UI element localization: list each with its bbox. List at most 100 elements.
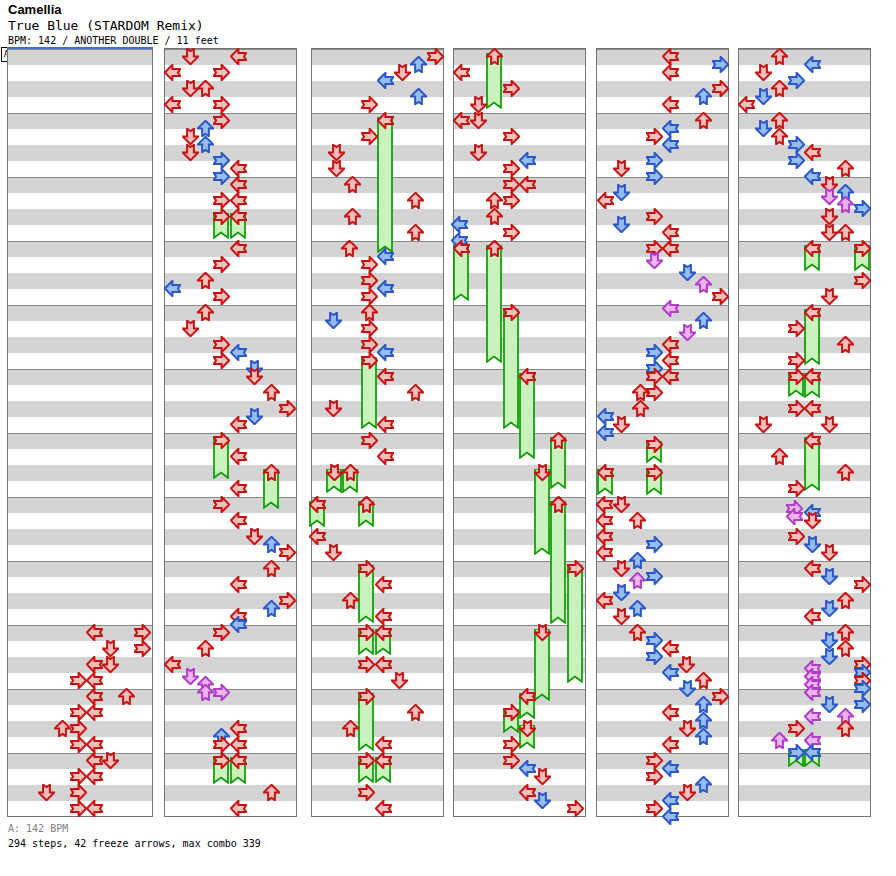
note-arrow-r: [854, 200, 871, 217]
note-arrow-u: [341, 240, 358, 257]
note-arrow-l: [804, 608, 821, 625]
note-arrow-u: [54, 720, 71, 737]
note-arrow-u: [197, 80, 214, 97]
freeze-body: [503, 309, 519, 429]
note-arrow-u: [486, 48, 503, 65]
note-arrow-d: [755, 416, 772, 433]
note-arrow-r: [213, 624, 230, 641]
note-arrow-l: [375, 608, 392, 625]
note-arrow-u: [629, 572, 646, 589]
note-arrow-l: [519, 176, 536, 193]
note-arrow-r: [646, 384, 663, 401]
note-arrow-l: [230, 416, 247, 433]
note-arrow-r: [361, 320, 378, 337]
note-arrow-l: [738, 96, 755, 113]
note-arrow-l: [375, 736, 392, 753]
note-arrow-l: [662, 64, 679, 81]
note-arrow-d: [821, 416, 838, 433]
note-arrow-u: [550, 496, 567, 513]
note-arrow-r: [503, 192, 520, 209]
note-arrow-u: [771, 112, 788, 129]
note-arrow-d: [102, 752, 119, 769]
note-arrow-r: [854, 576, 871, 593]
note-arrow-r: [854, 680, 871, 697]
note-arrow-r: [503, 736, 520, 753]
note-arrow-d: [804, 536, 821, 553]
note-arrow-l: [86, 656, 103, 673]
note-arrow-r: [213, 752, 230, 769]
note-arrow-r: [646, 168, 663, 185]
note-arrow-u: [695, 776, 712, 793]
note-arrow-l: [662, 240, 679, 257]
note-arrow-d: [102, 656, 119, 673]
note-arrow-u: [263, 560, 280, 577]
note-arrow-l: [662, 300, 679, 317]
note-arrow-d: [534, 624, 551, 641]
note-arrow-u: [695, 712, 712, 729]
note-arrow-d: [678, 656, 695, 673]
note-arrow-u: [197, 684, 214, 701]
note-arrow-l: [230, 160, 247, 177]
note-arrow-d: [613, 216, 630, 233]
note-arrow-u: [837, 624, 854, 641]
note-arrow-d: [182, 320, 199, 337]
note-arrow-r: [503, 176, 520, 193]
note-arrow-r: [788, 528, 805, 545]
note-arrow-r: [788, 152, 805, 169]
note-arrow-u: [550, 432, 567, 449]
note-arrow-r: [213, 336, 230, 353]
song-start-line: [7, 47, 153, 49]
note-arrow-u: [344, 208, 361, 225]
note-arrow-l: [86, 624, 103, 641]
note-arrow-r: [213, 256, 230, 273]
note-arrow-u: [361, 304, 378, 321]
note-arrow-r: [134, 624, 151, 641]
note-arrow-u: [695, 672, 712, 689]
note-arrow-u: [629, 552, 646, 569]
note-arrow-r: [213, 96, 230, 113]
note-arrow-l: [596, 544, 613, 561]
note-arrow-l: [86, 704, 103, 721]
note-arrow-r: [213, 64, 230, 81]
note-arrow-r: [361, 128, 378, 145]
note-arrow-r: [646, 568, 663, 585]
note-arrow-u: [410, 56, 427, 73]
note-arrow-l: [519, 688, 536, 705]
section-bpm-note: A: 142 BPM: [8, 823, 68, 834]
note-arrow-r: [788, 72, 805, 89]
note-arrow-u: [629, 512, 646, 529]
note-arrow-u: [197, 136, 214, 153]
note-arrow-u: [486, 208, 503, 225]
note-arrow-r: [503, 304, 520, 321]
note-arrow-u: [486, 192, 503, 209]
note-arrow-l: [453, 240, 470, 257]
note-arrow-d: [821, 224, 838, 241]
note-arrow-d: [804, 512, 821, 529]
note-arrow-l: [597, 464, 614, 481]
note-arrow-r: [503, 224, 520, 241]
note-arrow-l: [804, 368, 821, 385]
note-arrow-d: [38, 784, 55, 801]
note-arrow-u: [629, 600, 646, 617]
note-arrow-r: [788, 720, 805, 737]
note-arrow-l: [662, 664, 679, 681]
note-arrow-d: [534, 464, 551, 481]
note-arrow-r: [70, 768, 87, 785]
note-arrow-l: [230, 48, 247, 65]
note-arrow-d: [613, 416, 630, 433]
note-arrow-u: [342, 720, 359, 737]
note-arrow-r: [361, 96, 378, 113]
note-arrow-l: [662, 704, 679, 721]
note-arrow-u: [695, 728, 712, 745]
note-arrow-d: [470, 144, 487, 161]
note-arrow-r: [213, 168, 230, 185]
note-arrow-l: [230, 616, 247, 633]
note-arrow-d: [646, 252, 663, 269]
note-arrow-u: [837, 196, 854, 213]
note-arrow-d: [534, 792, 551, 809]
note-arrow-l: [662, 640, 679, 657]
note-arrow-r: [213, 736, 230, 753]
note-arrow-l: [662, 736, 679, 753]
note-arrow-l: [375, 800, 392, 817]
note-arrow-l: [309, 496, 326, 513]
